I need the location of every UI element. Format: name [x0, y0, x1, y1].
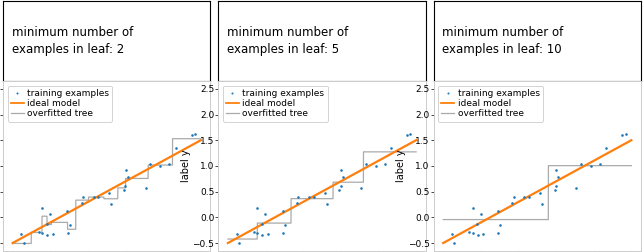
Point: [586, 164, 596, 168]
Point: [89, 195, 99, 199]
Point: [370, 164, 381, 168]
Point: [263, 232, 273, 236]
Point: [308, 195, 319, 199]
Point: [379, 162, 390, 166]
Point: [293, 195, 303, 199]
Point: [468, 231, 478, 235]
Point: [551, 184, 561, 188]
Point: [338, 175, 348, 179]
Point: [576, 163, 586, 167]
Point: [231, 232, 242, 236]
Point: [549, 187, 560, 192]
Point: [464, 230, 475, 234]
Point: [304, 195, 314, 199]
Point: [37, 231, 47, 235]
Point: [278, 209, 288, 213]
Point: [257, 223, 267, 227]
Point: [321, 202, 332, 206]
Point: [62, 209, 73, 213]
Point: [594, 162, 605, 166]
Point: [16, 232, 26, 236]
Point: [120, 184, 131, 188]
Point: [495, 223, 506, 227]
Point: [257, 233, 267, 237]
Point: [62, 231, 73, 235]
Point: [252, 206, 262, 210]
Point: [361, 163, 371, 167]
Point: [478, 232, 488, 236]
Point: [33, 230, 44, 234]
Point: [146, 163, 156, 167]
Point: [402, 133, 412, 137]
Point: [601, 146, 611, 150]
Point: [227, 251, 237, 252]
Point: [234, 241, 244, 245]
Point: [336, 184, 346, 188]
Point: [336, 168, 346, 172]
Point: [571, 186, 582, 190]
Point: [537, 202, 547, 206]
Point: [120, 168, 131, 172]
Point: [42, 223, 52, 227]
Point: [524, 195, 534, 199]
Point: [48, 232, 58, 236]
Point: [171, 146, 181, 150]
Legend: training examples, ideal model, overfitted tree: training examples, ideal model, overfitt…: [439, 86, 543, 122]
Point: [190, 132, 200, 136]
Point: [292, 201, 302, 205]
Point: [65, 223, 75, 227]
Point: [186, 133, 196, 137]
Point: [442, 251, 452, 252]
Point: [93, 195, 104, 199]
Point: [405, 132, 415, 136]
Text: minimum number of
examples in leaf: 5: minimum number of examples in leaf: 5: [227, 26, 348, 56]
Point: [356, 186, 366, 190]
Point: [164, 162, 175, 166]
Point: [260, 212, 270, 216]
Text: minimum number of
examples in leaf: 10: minimum number of examples in leaf: 10: [442, 26, 564, 56]
Point: [621, 132, 631, 136]
Point: [37, 206, 47, 210]
Point: [473, 233, 483, 237]
Point: [449, 241, 459, 245]
Point: [119, 187, 129, 192]
Point: [77, 201, 87, 205]
Point: [319, 191, 330, 195]
Point: [386, 146, 396, 150]
Point: [12, 251, 22, 252]
Point: [104, 191, 115, 195]
Point: [249, 230, 260, 234]
Point: [141, 186, 151, 190]
Point: [468, 206, 478, 210]
Point: [78, 195, 88, 199]
Point: [19, 241, 29, 245]
Point: [122, 175, 133, 179]
Point: [519, 195, 529, 199]
Point: [252, 231, 262, 235]
Y-axis label: label y: label y: [396, 150, 406, 182]
Point: [472, 223, 482, 227]
Point: [42, 233, 52, 237]
Point: [507, 201, 517, 205]
Point: [155, 164, 166, 168]
Point: [106, 202, 117, 206]
Point: [493, 231, 504, 235]
Point: [551, 168, 562, 172]
Point: [617, 133, 627, 137]
Point: [553, 175, 564, 179]
Point: [535, 191, 545, 195]
Point: [280, 223, 290, 227]
Legend: training examples, ideal model, overfitted tree: training examples, ideal model, overfitt…: [223, 86, 328, 122]
Point: [509, 195, 519, 199]
Point: [447, 232, 457, 236]
Point: [278, 231, 288, 235]
Legend: training examples, ideal model, overfitted tree: training examples, ideal model, overfitt…: [8, 86, 112, 122]
Point: [45, 212, 55, 216]
Text: minimum number of
examples in leaf: 2: minimum number of examples in leaf: 2: [12, 26, 133, 56]
Point: [476, 212, 486, 216]
Point: [493, 209, 503, 213]
Point: [334, 187, 345, 192]
Y-axis label: label y: label y: [181, 150, 191, 182]
